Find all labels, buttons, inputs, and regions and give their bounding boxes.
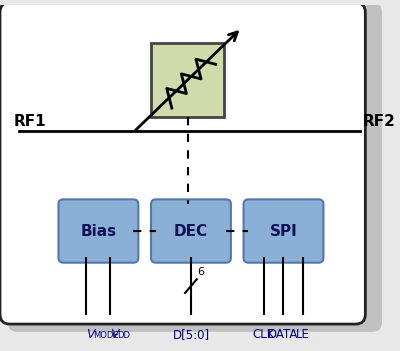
FancyBboxPatch shape <box>58 199 138 263</box>
Text: DATA: DATA <box>268 328 299 341</box>
Text: RF1: RF1 <box>14 114 46 129</box>
Text: Bias: Bias <box>80 224 116 239</box>
FancyBboxPatch shape <box>244 199 324 263</box>
Text: DD: DD <box>117 331 130 340</box>
Text: LE: LE <box>296 328 310 341</box>
FancyBboxPatch shape <box>151 199 231 263</box>
FancyBboxPatch shape <box>0 2 365 324</box>
Text: D[5:0]: D[5:0] <box>172 328 210 341</box>
Text: V: V <box>110 328 119 341</box>
Text: 6: 6 <box>197 267 204 277</box>
Text: SPI: SPI <box>270 224 297 239</box>
FancyBboxPatch shape <box>8 2 382 332</box>
Text: V: V <box>86 328 95 341</box>
Text: RF2: RF2 <box>362 114 395 129</box>
Text: CLK: CLK <box>253 328 275 341</box>
Text: MODE: MODE <box>93 331 119 340</box>
FancyBboxPatch shape <box>151 44 224 117</box>
Text: DEC: DEC <box>174 224 208 239</box>
